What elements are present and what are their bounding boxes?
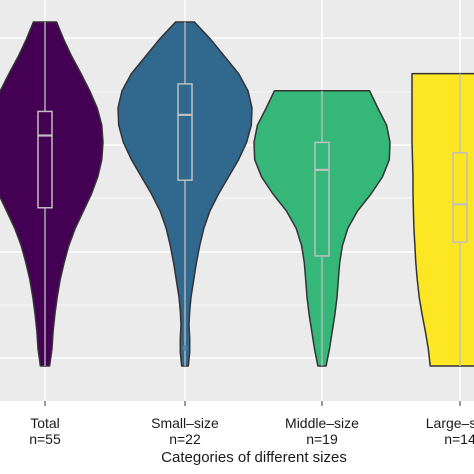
- x-axis-title: Categories of different sizes: [161, 449, 347, 466]
- box-iqr: [177, 83, 193, 181]
- violin-large-size: [411, 72, 474, 367]
- x-tick-count: n=22: [169, 431, 201, 447]
- box-iqr: [452, 151, 468, 243]
- boxplots: [37, 22, 468, 366]
- box-iqr: [314, 141, 330, 257]
- x-tick-count: n=55: [29, 431, 61, 447]
- x-tick-label: Large–size: [426, 415, 474, 431]
- box-iqr: [37, 110, 53, 209]
- violin-middle-size: [253, 90, 391, 367]
- x-tick-label: Total: [30, 415, 60, 431]
- x-tick-label: Middle–size: [285, 415, 359, 431]
- outlier-point: [182, 345, 188, 351]
- x-tick-count: n=14: [444, 431, 474, 447]
- x-tick-count: n=19: [306, 431, 338, 447]
- x-tick-label: Small–size: [151, 415, 219, 431]
